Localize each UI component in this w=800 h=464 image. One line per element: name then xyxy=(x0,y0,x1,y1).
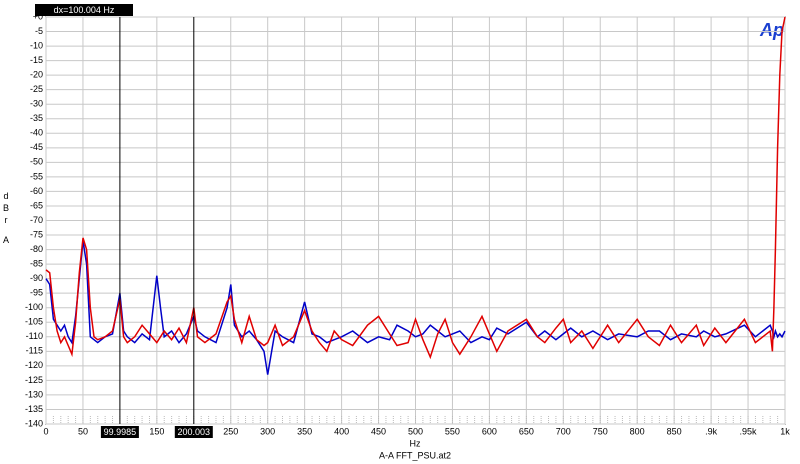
x-tick-label: 150 xyxy=(149,426,164,436)
x-tick-label: 550 xyxy=(445,426,460,436)
x-tick-label: 450 xyxy=(371,426,386,436)
y-tick-label: -30 xyxy=(30,99,43,109)
x-tick-label: 750 xyxy=(593,426,608,436)
x-tick-label: 1k xyxy=(780,426,790,436)
y-tick-label: -15 xyxy=(30,55,43,65)
x-tick-label: .9k xyxy=(705,426,718,436)
x-tick-label: 850 xyxy=(667,426,682,436)
y-tick-label: -60 xyxy=(30,186,43,196)
x-tick-label: 650 xyxy=(519,426,534,436)
x-tick-label: 300 xyxy=(260,426,275,436)
x-tick-label: .95k xyxy=(740,426,758,436)
y-tick-label: -115 xyxy=(26,346,43,356)
y-tick-label: -105 xyxy=(25,317,43,327)
y-tick-label: -140 xyxy=(25,418,43,428)
x-tick-label: 250 xyxy=(223,426,238,436)
y-tick-label: -80 xyxy=(30,244,43,254)
y-tick-label: -120 xyxy=(25,360,43,370)
y-tick-label: -130 xyxy=(25,389,43,399)
x-tick-label: 50 xyxy=(78,426,88,436)
y-tick-label: -95 xyxy=(30,288,43,298)
y-tick-label: -65 xyxy=(30,200,43,210)
y-tick-label: -45 xyxy=(30,142,43,152)
series-line xyxy=(45,16,786,360)
file-label: A-A FFT_PSU.at2 xyxy=(379,450,451,460)
y-tick-label: -110 xyxy=(26,331,43,341)
cursor-delta-box xyxy=(35,4,133,16)
y-tick-label: -5 xyxy=(35,26,43,36)
cursor-label: 200.003 xyxy=(178,427,211,437)
y-tick-label: -20 xyxy=(30,70,43,80)
y-tick-label: -135 xyxy=(25,404,43,414)
x-tick-label: 350 xyxy=(297,426,312,436)
y-tick-label: -25 xyxy=(30,84,43,94)
x-tick-label: 600 xyxy=(482,426,497,436)
y-tick-label: -85 xyxy=(30,258,43,268)
y-tick-label: -70 xyxy=(30,215,43,225)
x-tick-label: 700 xyxy=(556,426,571,436)
x-tick-label: 0 xyxy=(43,426,48,436)
y-tick-label: -75 xyxy=(30,229,43,239)
x-tick-label: 400 xyxy=(334,426,349,436)
y-tick-label: +0 xyxy=(33,11,43,21)
logo: Ap xyxy=(759,20,784,40)
y-tick-label: -35 xyxy=(30,113,43,123)
y-axis-unit: A xyxy=(2,235,9,245)
cursor-label-box xyxy=(100,426,139,438)
y-tick-label: -55 xyxy=(30,171,43,181)
y-tick-label: -125 xyxy=(25,375,43,385)
y-axis-label: dBr xyxy=(2,191,9,225)
x-tick-label: 800 xyxy=(630,426,645,436)
y-tick-label: -40 xyxy=(30,128,43,138)
x-tick-label: 500 xyxy=(408,426,423,436)
y-tick-label: -50 xyxy=(30,157,43,167)
cursor-label-box xyxy=(174,426,213,438)
y-tick-label: -100 xyxy=(25,302,43,312)
cursor-delta-label: dx=100.004 Hz xyxy=(54,5,115,15)
cursor-label: 99.9985 xyxy=(104,427,137,437)
x-axis-label: Hz xyxy=(410,438,421,448)
y-tick-label: -10 xyxy=(30,40,43,50)
y-tick-label: -90 xyxy=(30,273,43,283)
